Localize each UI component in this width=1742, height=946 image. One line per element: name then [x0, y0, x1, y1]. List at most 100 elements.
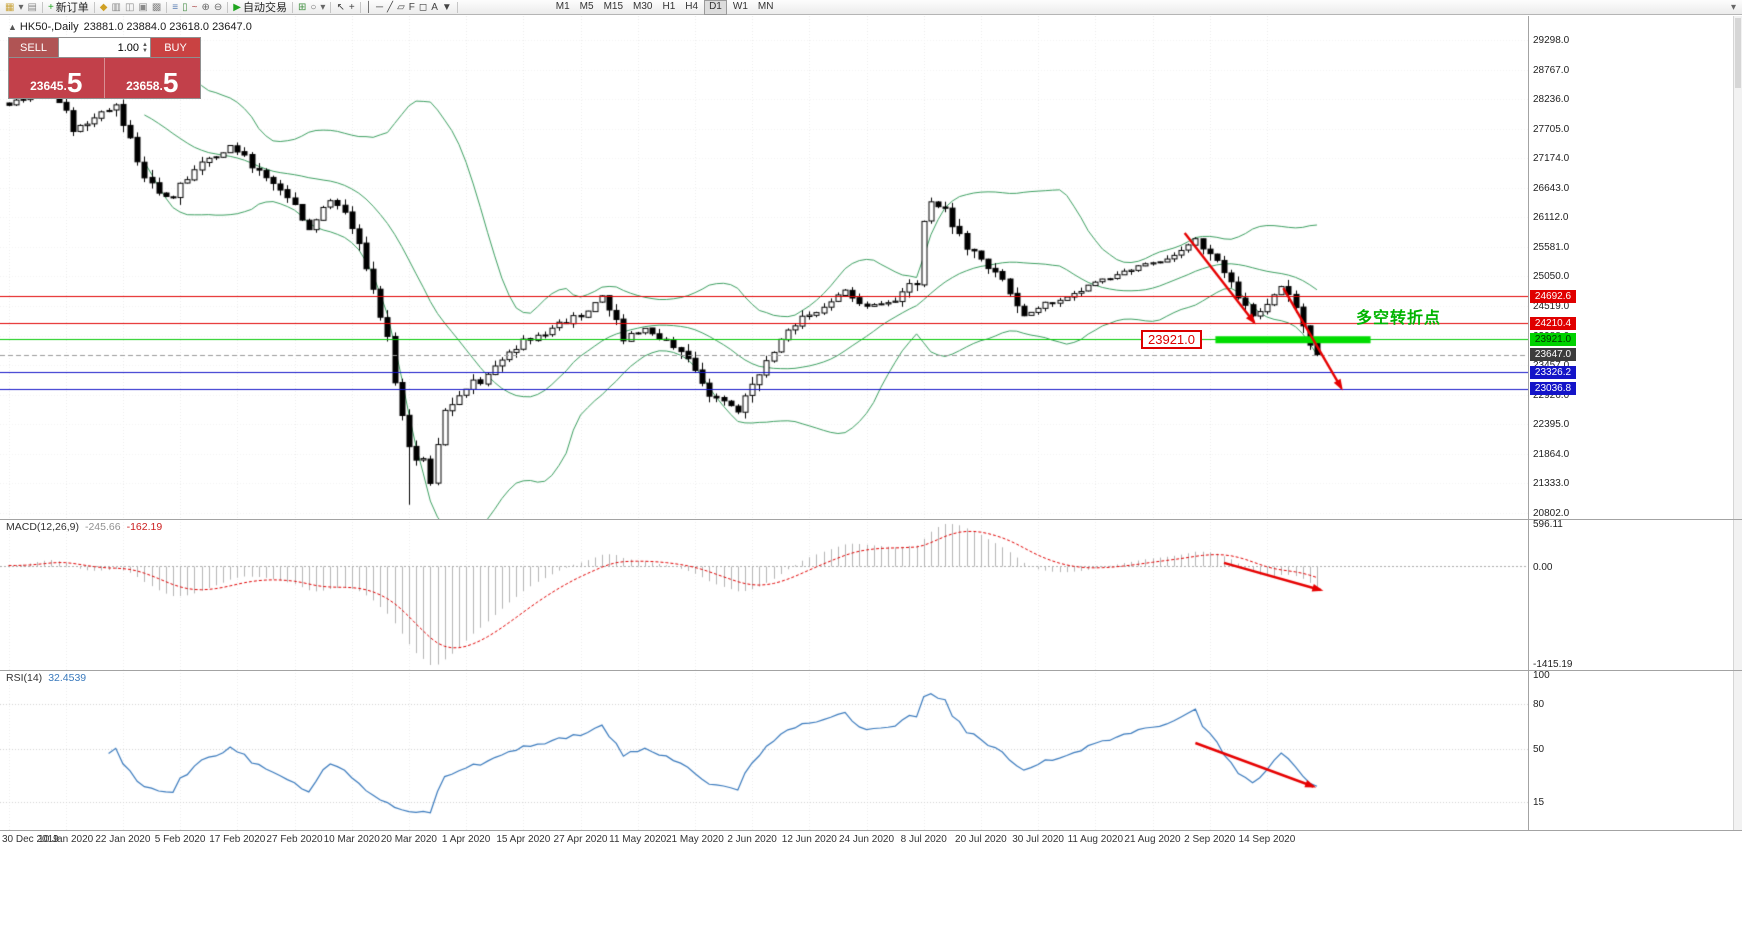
chart-title: ▲ HK50-,Daily 23881.0 23884.0 23618.0 2364…	[8, 21, 252, 33]
sell-price-tile[interactable]: 23645. 5	[9, 58, 105, 98]
buy-price-tile[interactable]: 23658. 5	[104, 58, 200, 98]
date-label: 10 Jan 2020	[38, 834, 94, 845]
date-label: 30 Jul 2020	[1012, 834, 1064, 845]
shapes-icon[interactable]: ◻	[417, 1, 429, 14]
one-click-trading-panel: SELL 1.00 ▲ ▼ BUY 23645. 5 23658. 5	[8, 37, 201, 99]
timeframe-m1[interactable]: M1	[555, 0, 570, 12]
macd-label-zero: 0.00	[1533, 561, 1553, 573]
timeframe-w1[interactable]: W1	[732, 0, 748, 12]
macd-main-value: -245.66	[84, 521, 121, 533]
date-label: 12 Jun 2020	[781, 834, 837, 845]
rsi-header: RSI(14) 32.4539	[6, 672, 86, 684]
date-label: 21 Aug 2020	[1124, 834, 1181, 845]
terminal-icon[interactable]: ▣	[136, 1, 149, 14]
timeframe-h4[interactable]: H4	[685, 0, 699, 12]
bottom-area	[0, 846, 1742, 946]
toolbar-overflow-icon[interactable]: ▾	[1730, 2, 1736, 13]
new-order-button-label: 新订单	[55, 2, 89, 14]
price-axis-label: 27705.0	[1533, 123, 1570, 135]
timeframe-mn[interactable]: MN	[757, 0, 774, 12]
buy-button[interactable]: BUY	[151, 38, 200, 57]
timeframe-d1[interactable]: D1	[704, 0, 727, 15]
horizontal-line-icon[interactable]: ─	[374, 1, 385, 14]
panel-separator[interactable]	[0, 670, 1742, 671]
cursor-icon[interactable]: ↖	[334, 1, 346, 14]
profiles-icon[interactable]: ▤	[25, 1, 38, 14]
data-window-icon[interactable]: ▥	[109, 1, 122, 14]
arrow-object-icon[interactable]: ▼	[440, 1, 454, 14]
vertical-scrollbar[interactable]	[1733, 16, 1742, 830]
fibonacci-icon[interactable]: F	[407, 1, 417, 14]
one-click-quotes: 23645. 5 23658. 5	[9, 58, 200, 98]
indicators-icon[interactable]: ⊞	[296, 1, 308, 14]
candlestick-chart-icon[interactable]: ▯	[180, 1, 190, 14]
date-label: 2 Sep 2020	[1184, 834, 1236, 845]
price-axis-label: 26112.0	[1533, 212, 1569, 224]
price-axis-label: 26643.0	[1533, 182, 1570, 194]
one-click-collapse-icon[interactable]: ▲	[8, 22, 17, 32]
panel-separator[interactable]	[0, 519, 1742, 520]
buy-price-small: 23658.	[126, 79, 163, 93]
toolbar-separator	[359, 1, 361, 13]
rsi-title: RSI(14)	[6, 672, 43, 684]
volume-up-icon[interactable]: ▲	[142, 41, 148, 48]
zoom-in-icon: ⊕	[201, 1, 210, 13]
crosshair-icon[interactable]: +	[347, 1, 357, 14]
channel-icon[interactable]: ▱	[395, 1, 407, 14]
date-label: 22 Jan 2020	[95, 834, 151, 845]
date-label: 27 Feb 2020	[266, 834, 323, 845]
rsi-axis-label: 80	[1533, 699, 1545, 710]
timeframe-m5[interactable]: M5	[579, 0, 594, 12]
buy-price-big: 5	[162, 67, 179, 98]
autotrading-button[interactable]: ▶ 自动交易	[231, 1, 289, 15]
price-chart-canvas[interactable]	[0, 16, 1528, 519]
price-tag-23326.2: 23326.2	[1530, 365, 1576, 379]
channel-icon: ▱	[397, 1, 405, 13]
date-label: 1 Apr 2020	[441, 834, 491, 845]
line-chart-icon: ~	[191, 1, 198, 13]
indicators-icon: ⊞	[297, 1, 307, 13]
volume-down-icon[interactable]: ▼	[142, 47, 148, 54]
price-tag-23036.8: 23036.8	[1530, 382, 1576, 396]
zoom-out-icon[interactable]: ⊖	[212, 1, 224, 14]
timeframe-m15[interactable]: M15	[603, 0, 624, 12]
rsi-value: 32.4539	[48, 672, 87, 684]
trendline-icon[interactable]: ╱	[385, 1, 395, 14]
text-label-icon[interactable]: A	[429, 1, 440, 14]
navigator-icon[interactable]: ◫	[123, 1, 136, 14]
templates-icon[interactable]: ▾	[318, 1, 327, 14]
new-order-button[interactable]: + 新订单	[46, 1, 91, 15]
date-label: 11 May 2020	[609, 834, 667, 845]
price-axis-label: 28767.0	[1533, 64, 1570, 76]
volume-value: 1.00	[117, 41, 140, 54]
price-axis-label: 20802.0	[1533, 507, 1570, 519]
period-dropdown-icon[interactable]: ○	[308, 1, 318, 14]
line-chart-icon[interactable]: ~	[190, 1, 200, 14]
sell-button[interactable]: SELL	[9, 38, 58, 57]
macd-panel-canvas[interactable]	[0, 519, 1528, 670]
toolbar-separator	[291, 1, 293, 13]
timeframe-h1[interactable]: H1	[662, 0, 676, 12]
toolbar: ▦ ▾ ▤ + 新订单 ◆ ▥ ◫ ▣ ▩ ≡ ▯ ~ ⊕ ⊖ ▶ 自动交易 ⊞ ○ ▾ ↖ + │ ─ ╱ ▱ F ◻ A ▼ M1 M5 M…	[0, 0, 1742, 15]
price-axis-label: 28236.0	[1533, 94, 1570, 106]
volume-field[interactable]: 1.00 ▲ ▼	[58, 38, 151, 57]
bar-chart-icon[interactable]: ≡	[170, 1, 180, 14]
price-axis-label: 21864.0	[1533, 448, 1570, 460]
price-tag-24692.6: 24692.6	[1530, 289, 1576, 303]
timeframe-m30[interactable]: M30	[633, 0, 653, 12]
vertical-line-icon[interactable]: │	[364, 1, 374, 14]
navigator-icon: ◫	[124, 1, 135, 13]
sell-price-small: 23645.	[30, 79, 67, 93]
sell-price-big: 5	[66, 67, 83, 98]
zoom-in-icon[interactable]: ⊕	[200, 1, 212, 14]
market-watch-icon: ◆	[99, 1, 108, 13]
macd-axis: 596.11 0.00 -1415.19	[1529, 519, 1589, 670]
price-level-label[interactable]: 23921.0	[1141, 330, 1202, 349]
new-chart-icon[interactable]: ▦	[3, 1, 16, 14]
market-watch-icon[interactable]: ◆	[98, 1, 110, 14]
strategy-tester-icon[interactable]: ▩	[150, 1, 163, 14]
scrollbar-thumb[interactable]	[1735, 18, 1741, 88]
rsi-panel-canvas[interactable]	[0, 670, 1528, 830]
toolbar-separator	[166, 1, 168, 13]
chart-list-dropdown-icon[interactable]: ▾	[16, 1, 25, 14]
